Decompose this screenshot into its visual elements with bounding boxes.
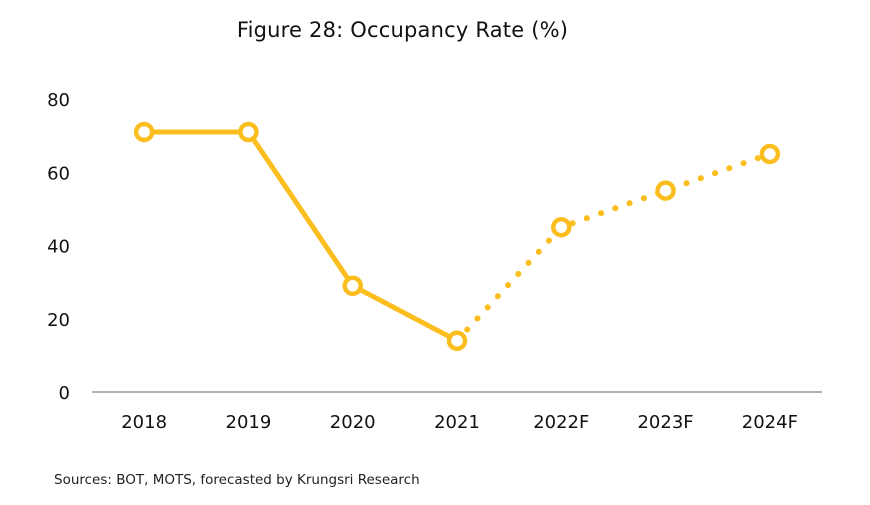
series-points xyxy=(133,121,781,351)
series-lines xyxy=(141,129,773,344)
data-point xyxy=(759,143,781,165)
y-tick-label: 20 xyxy=(47,310,70,331)
x-tick-label: 2019 xyxy=(226,412,272,433)
data-point xyxy=(446,330,468,351)
x-tick-label: 2018 xyxy=(121,412,167,433)
data-point xyxy=(655,180,676,201)
forecast-series-line xyxy=(454,150,773,344)
x-tick-label: 2022F xyxy=(533,412,589,433)
data-point xyxy=(342,275,363,297)
y-tick-label: 40 xyxy=(47,237,70,258)
y-tick-label: 60 xyxy=(47,163,70,184)
data-point xyxy=(238,121,259,143)
actual-series-line xyxy=(141,129,460,344)
x-tick-label: 2023F xyxy=(637,412,693,433)
y-axis-ticks: 0 20 40 60 80 xyxy=(47,90,70,404)
data-point xyxy=(551,216,572,238)
chart-title: Figure 28: Occupancy Rate (%) xyxy=(236,18,569,42)
x-tick-label: 2021 xyxy=(434,412,480,433)
source-note: Sources: BOT, MOTS, forecasted by Krungs… xyxy=(54,472,420,488)
data-point xyxy=(133,121,155,143)
x-tick-label: 2024F xyxy=(742,412,798,433)
y-tick-label: 80 xyxy=(47,90,70,111)
x-tick-label: 2020 xyxy=(330,412,376,433)
y-tick-label: 0 xyxy=(59,383,70,404)
x-axis-ticks: 2018 2019 2020 2021 2022F 2023F 2024F xyxy=(121,412,798,433)
